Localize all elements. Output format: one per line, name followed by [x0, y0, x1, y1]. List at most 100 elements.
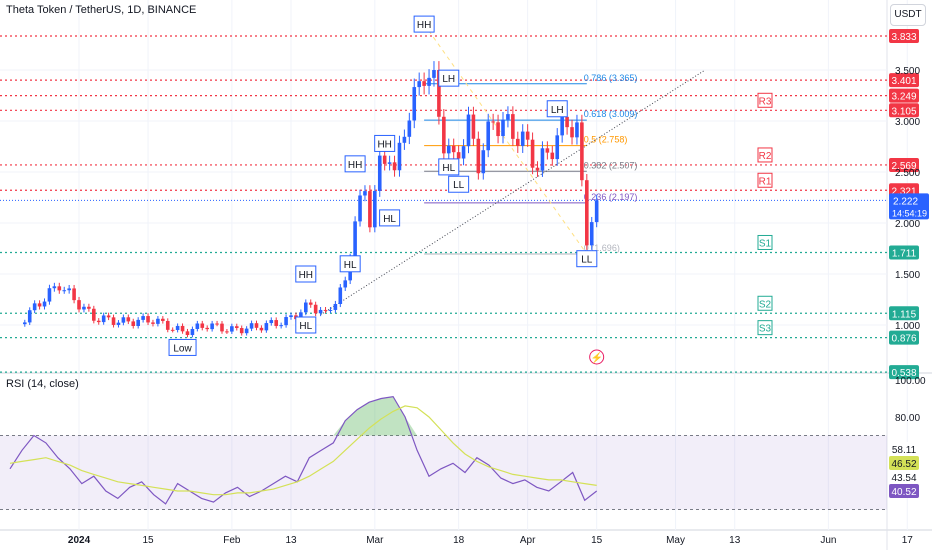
- pivot-marker: [757, 92, 773, 108]
- candle-body: [486, 121, 491, 151]
- pivot-marker-text: S1: [759, 238, 772, 249]
- candle-body: [116, 322, 121, 325]
- structure-label: HH: [299, 270, 313, 281]
- fib-label: 0.5 (2.758): [584, 135, 628, 145]
- candle-body: [585, 180, 589, 246]
- structure-label: HL: [299, 321, 312, 332]
- level-tag: [889, 306, 919, 321]
- candle-body: [427, 77, 431, 86]
- candle-body: [57, 286, 62, 291]
- time-tick-label: 2024: [68, 535, 91, 546]
- candle-body: [52, 286, 57, 289]
- flash-icon-glyph: ⚡: [590, 351, 602, 364]
- horizontal-levels: 3.833 3.401 3.249 3.105 R3 2.569 R2 2.321 R1 1.71…: [0, 29, 929, 380]
- candle-body: [530, 139, 535, 168]
- level-tag: [889, 157, 919, 172]
- candle-body: [353, 221, 357, 258]
- structure-label-box: [438, 69, 460, 87]
- candle-body: [368, 191, 372, 228]
- structure-label-box: [344, 155, 366, 173]
- structure-label: LH: [442, 74, 455, 85]
- pivot-marker: [757, 147, 773, 163]
- candle-body: [338, 287, 343, 304]
- candle-body: [210, 323, 214, 330]
- candle-body: [234, 326, 239, 329]
- flash-icon: [589, 349, 605, 365]
- structure-label-box: [448, 175, 470, 193]
- candle-body: [111, 317, 116, 325]
- candle-body: [525, 131, 530, 140]
- structure-label: LL: [453, 180, 465, 191]
- candle-body: [180, 325, 185, 332]
- candle-body: [442, 116, 446, 154]
- candle-body: [506, 114, 510, 120]
- structure-label: HH: [348, 160, 362, 171]
- candle-body: [412, 87, 417, 121]
- structure-label-box: [546, 100, 568, 118]
- time-tick-label: 13: [285, 535, 297, 546]
- structure-label-box: [295, 316, 317, 334]
- candle-body: [501, 119, 505, 137]
- time-tick-label: 15: [591, 535, 603, 546]
- level-tag-text: 0.876: [891, 334, 916, 345]
- candle-body: [215, 323, 219, 325]
- candle-body: [230, 326, 234, 332]
- structure-label-box: [576, 250, 598, 268]
- structure-label: HH: [377, 139, 391, 150]
- candle-body: [318, 309, 323, 314]
- candle-body: [289, 315, 293, 318]
- candle-body: [358, 195, 362, 222]
- candle-body: [82, 306, 86, 310]
- fib-label: 0 (1.696): [584, 243, 620, 253]
- candle-body: [77, 300, 81, 310]
- level-tag: [889, 103, 919, 118]
- time-tick-label: May: [666, 535, 685, 546]
- candle-body: [451, 145, 456, 153]
- candle-body: [594, 200, 599, 223]
- structure-label-box: [438, 158, 460, 176]
- level-tag: [889, 73, 919, 88]
- candle-body: [72, 288, 76, 301]
- fib-label: 0.618 (3.009): [584, 109, 638, 119]
- candle-body: [392, 162, 397, 171]
- rsi-value-tag: [889, 470, 919, 484]
- candle-body: [244, 328, 249, 334]
- candle-body: [520, 131, 525, 146]
- candle-body: [259, 327, 264, 331]
- time-tick-label: Apr: [520, 535, 536, 546]
- time-tick-label: Jun: [820, 535, 836, 546]
- candle-body: [22, 322, 27, 325]
- candle-body: [62, 290, 67, 292]
- rsi-series-line: [9, 405, 597, 496]
- level-tag: [889, 29, 919, 44]
- candle-body: [373, 190, 377, 228]
- candle-body: [175, 325, 180, 330]
- candle-body: [165, 320, 170, 330]
- level-tag-text: 3.105: [891, 106, 916, 117]
- candle-body: [397, 142, 402, 171]
- candle-body: [136, 319, 140, 326]
- candle-body: [151, 322, 155, 324]
- fib-anchor-line: [423, 23, 588, 255]
- rsi-value-tag: [889, 484, 919, 498]
- candle-body: [220, 323, 224, 332]
- candle-body: [96, 320, 101, 323]
- countdown-text: 14:54:19: [892, 208, 927, 218]
- level-tag: [889, 365, 919, 380]
- candle-body: [205, 327, 209, 330]
- fibonacci-retracement: 0.786 (3.365) 0.618 (3.009) 0.5 (2.758) 0.3…: [423, 23, 638, 255]
- currency-button[interactable]: USDT: [890, 4, 926, 26]
- level-tag-text: 0.538: [891, 368, 916, 379]
- level-tag: [889, 245, 919, 260]
- candle-body: [67, 288, 71, 291]
- candle-body: [195, 323, 200, 329]
- price-axis: 3.500 3.000 2.500 2.000 1.500 1.000 100.00 80.0…: [889, 66, 926, 498]
- time-axis: 2024 15 Feb 13 Mar 18 Apr 15 May 13 Jun 17: [68, 535, 913, 546]
- rsi-title: RSI (14, close): [6, 378, 79, 390]
- candle-body: [377, 155, 382, 191]
- pivot-marker-text: S2: [759, 299, 772, 310]
- price-tick-label: 3.000: [895, 117, 920, 128]
- rsi-value-text: 46.52: [891, 459, 916, 470]
